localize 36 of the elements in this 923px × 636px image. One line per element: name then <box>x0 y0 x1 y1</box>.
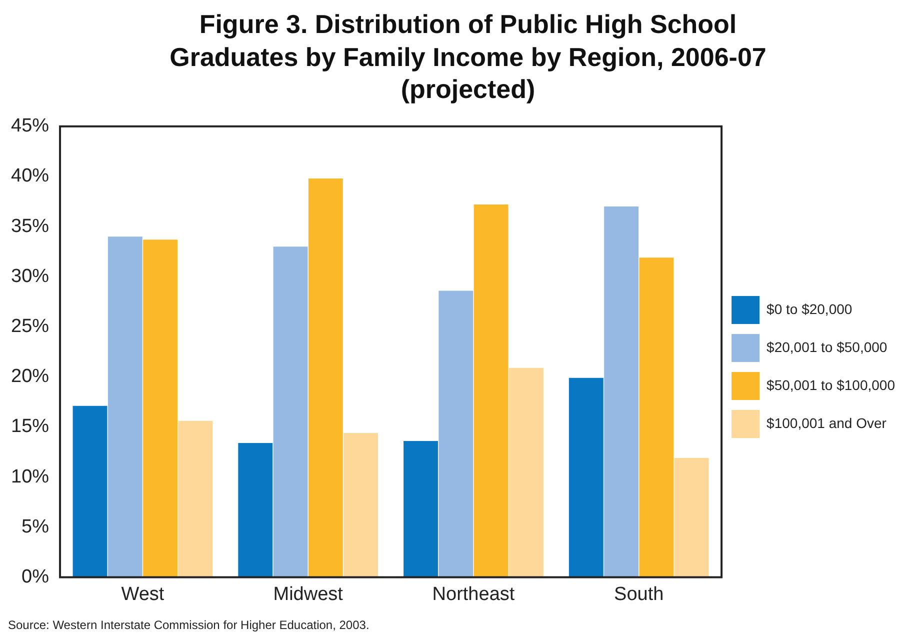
y-tick-label: 15% <box>10 416 50 437</box>
x-tick-label: Northeast <box>432 583 516 604</box>
legend-label: $20,001 to $50,000 <box>766 338 888 354</box>
y-tick-label: 30% <box>10 265 50 286</box>
bar <box>404 440 438 577</box>
y-tick-label: 0% <box>22 566 50 587</box>
bar <box>639 257 674 577</box>
bar <box>308 178 343 577</box>
y-tick-label: 10% <box>10 466 50 487</box>
bar <box>143 239 178 577</box>
y-tick-label: 40% <box>10 165 50 186</box>
bar <box>474 204 508 577</box>
bar <box>344 432 378 577</box>
legend-label: $0 to $20,000 <box>766 300 852 316</box>
bar <box>674 457 709 577</box>
legend-label: $100,001 and Over <box>766 414 887 430</box>
x-tick-label: South <box>614 583 664 604</box>
legend-label: $50,001 to $100,000 <box>766 376 896 392</box>
bar <box>273 246 308 577</box>
bar <box>508 367 544 577</box>
y-tick-label: 25% <box>10 315 50 336</box>
bar <box>108 236 142 577</box>
bar <box>238 442 273 577</box>
bar <box>438 290 474 577</box>
chart-title: Figure 3. Distribution of Public High School Graduates by Family Income by Region, 2006-07 (projected) <box>168 8 768 106</box>
y-tick-label: 35% <box>10 215 50 236</box>
x-tick-label: West <box>121 583 165 604</box>
bar <box>178 420 213 577</box>
source-note: Source: Western Interstate Commission for Higher Education, 2003. <box>8 618 370 632</box>
y-tick-label: 45% <box>10 115 50 136</box>
y-tick-label: 5% <box>22 516 50 537</box>
bar <box>568 377 604 577</box>
bar <box>72 405 108 577</box>
y-tick-label: 20% <box>10 366 50 387</box>
x-tick-label: Midwest <box>273 583 344 604</box>
bar <box>604 206 639 577</box>
